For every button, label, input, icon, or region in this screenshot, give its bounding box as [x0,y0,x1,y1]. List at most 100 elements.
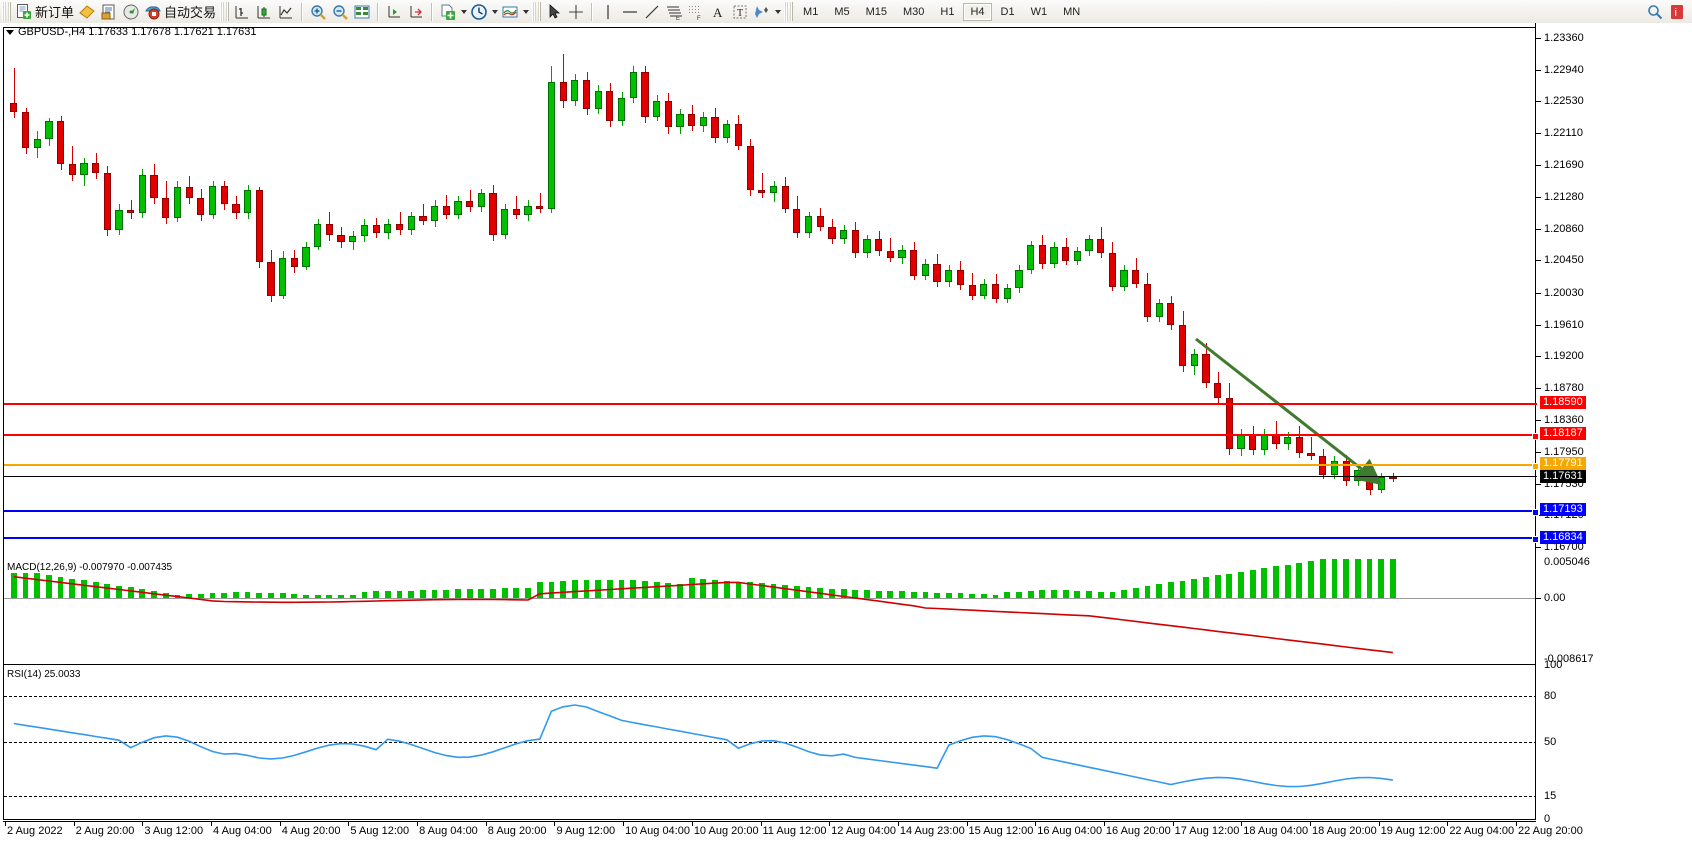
price-line-entry[interactable] [4,462,1539,470]
zoom-out-button[interactable] [329,1,351,22]
price-line-support-2[interactable] [4,536,1539,544]
price-line-handle[interactable] [1532,432,1539,440]
price-line-handle[interactable] [1532,536,1539,544]
toolbar-grip-1[interactable] [2,2,11,21]
autotrading-button[interactable]: 自动交易 [142,1,218,22]
text-label-button[interactable]: T [729,1,751,22]
candle-body [1389,477,1397,480]
candle-body [173,187,182,218]
tab-timeframe-m1[interactable]: M1 [803,5,819,18]
trendline-button[interactable] [641,1,663,22]
macd-axis-label: -0.008617 [1544,653,1594,666]
macd-histogram-bar [361,591,368,598]
toolbar-grip-4[interactable] [784,2,794,21]
candle-body [10,102,18,113]
horizontal-line-button[interactable] [619,1,641,22]
chart-shift-button[interactable] [383,1,405,22]
tab-timeframe-mn[interactable]: MN [1063,5,1081,18]
templates-dropdown-caret[interactable] [521,3,530,21]
indicators-button[interactable] [437,1,459,22]
price-line-handle[interactable] [1532,462,1539,470]
candle-body [162,197,170,218]
svg-text:A: A [713,5,723,20]
periods-dropdown-caret[interactable] [490,3,499,21]
objects-dropdown-caret[interactable] [773,3,782,21]
line-chart-button[interactable] [275,1,297,22]
candle-body [477,193,485,208]
candlestick-chart-button[interactable] [253,1,275,22]
macd-histogram-bar [501,588,508,598]
indicators-dropdown-caret[interactable] [459,3,468,21]
time-axis-tick [417,822,419,826]
expert-advisor-button[interactable] [76,1,98,22]
zoom-in-button[interactable] [307,1,329,22]
toolbar-grip-3[interactable] [532,2,542,21]
crosshair-button[interactable] [565,1,587,22]
time-axis-tick [279,822,281,826]
tab-timeframe-m15[interactable]: M15 [865,5,887,18]
tab-timeframe-w1[interactable]: W1 [1030,5,1048,18]
price-axis-tick [1536,228,1541,230]
navigator-button[interactable] [120,1,142,22]
candle-body [45,121,53,139]
fibonacci-button[interactable]: E [663,1,685,22]
bar-chart-button[interactable] [231,1,253,22]
chart-grid-button[interactable] [351,1,373,22]
price-line-handle[interactable] [1532,508,1539,516]
time-axis-tick [1447,822,1449,826]
candle-body [360,225,369,237]
macd-histogram-bar [1016,591,1022,598]
toolbar-separator-2 [377,2,380,21]
new-order-button[interactable]: 新订单 [13,1,76,22]
cursor-button[interactable] [543,1,565,22]
macd-pane[interactable] [3,559,1537,665]
svg-text:i: i [1675,7,1677,19]
macd-histogram-bar [910,591,917,598]
candle-body [617,98,626,122]
macd-histogram-bar [653,582,660,598]
tab-timeframe-m30[interactable]: M30 [903,5,925,18]
chart-area[interactable]: GBPUSD-,H4 1.17633 1.17678 1.17621 1.176… [0,23,1692,843]
candle-body [1038,245,1046,264]
macd-histogram-bar [770,584,777,598]
price-axis[interactable]: 1.23360 1.22940 1.22530 1.22110 1.21690 1.212… [1535,23,1692,825]
bar-chart-icon [233,3,251,21]
templates-button[interactable] [499,1,521,22]
candle-body [314,223,322,247]
rsi-level-50 [4,742,1537,743]
auto-scroll-button[interactable] [405,1,427,22]
macd-histogram-bar [478,588,485,599]
toolbar-right-group: i [1644,1,1692,22]
periods-button[interactable] [468,1,490,22]
price-line-support-1[interactable] [4,508,1539,516]
vertical-line-button[interactable] [597,1,619,22]
macd-histogram-bar [887,590,894,599]
help-button[interactable]: i [1666,1,1688,22]
toolbar-grip-2[interactable] [220,2,230,21]
objects-button[interactable] [751,1,773,22]
time-axis[interactable]: 2 Aug 2022 2 Aug 20:00 3 Aug 12:00 4 Aug 04… [3,821,1583,843]
price-pane[interactable] [3,27,1537,560]
price-line-resistance-1[interactable] [4,402,1537,405]
tab-timeframe-d1[interactable]: D1 [1000,5,1015,18]
tab-timeframe-m5[interactable]: M5 [834,5,850,18]
price-axis-label: 1.22110 [1544,127,1583,140]
time-axis-label: 9 Aug 12:00 [556,825,616,837]
collapse-triangle-icon[interactable] [6,29,14,35]
time-axis-tick [1103,822,1105,826]
text-button[interactable]: A [707,1,729,22]
macd-histogram-bar [244,592,251,599]
price-line-resistance-2[interactable] [4,432,1539,440]
tab-timeframe-h1[interactable]: H1 [940,5,955,18]
price-line-current-price[interactable] [4,476,1537,478]
macd-histogram-bar [723,580,730,598]
macd-histogram-bar [116,585,122,598]
tab-timeframe-h4[interactable]: H4 [963,2,992,21]
macd-zero-line [4,598,1537,600]
candle-body [1202,353,1210,383]
channel-button[interactable]: F [685,1,707,22]
price-axis-tick [1536,101,1541,103]
search-button[interactable] [1644,1,1666,22]
rsi-pane[interactable] [3,665,1537,820]
data-window-button[interactable] [98,1,120,22]
